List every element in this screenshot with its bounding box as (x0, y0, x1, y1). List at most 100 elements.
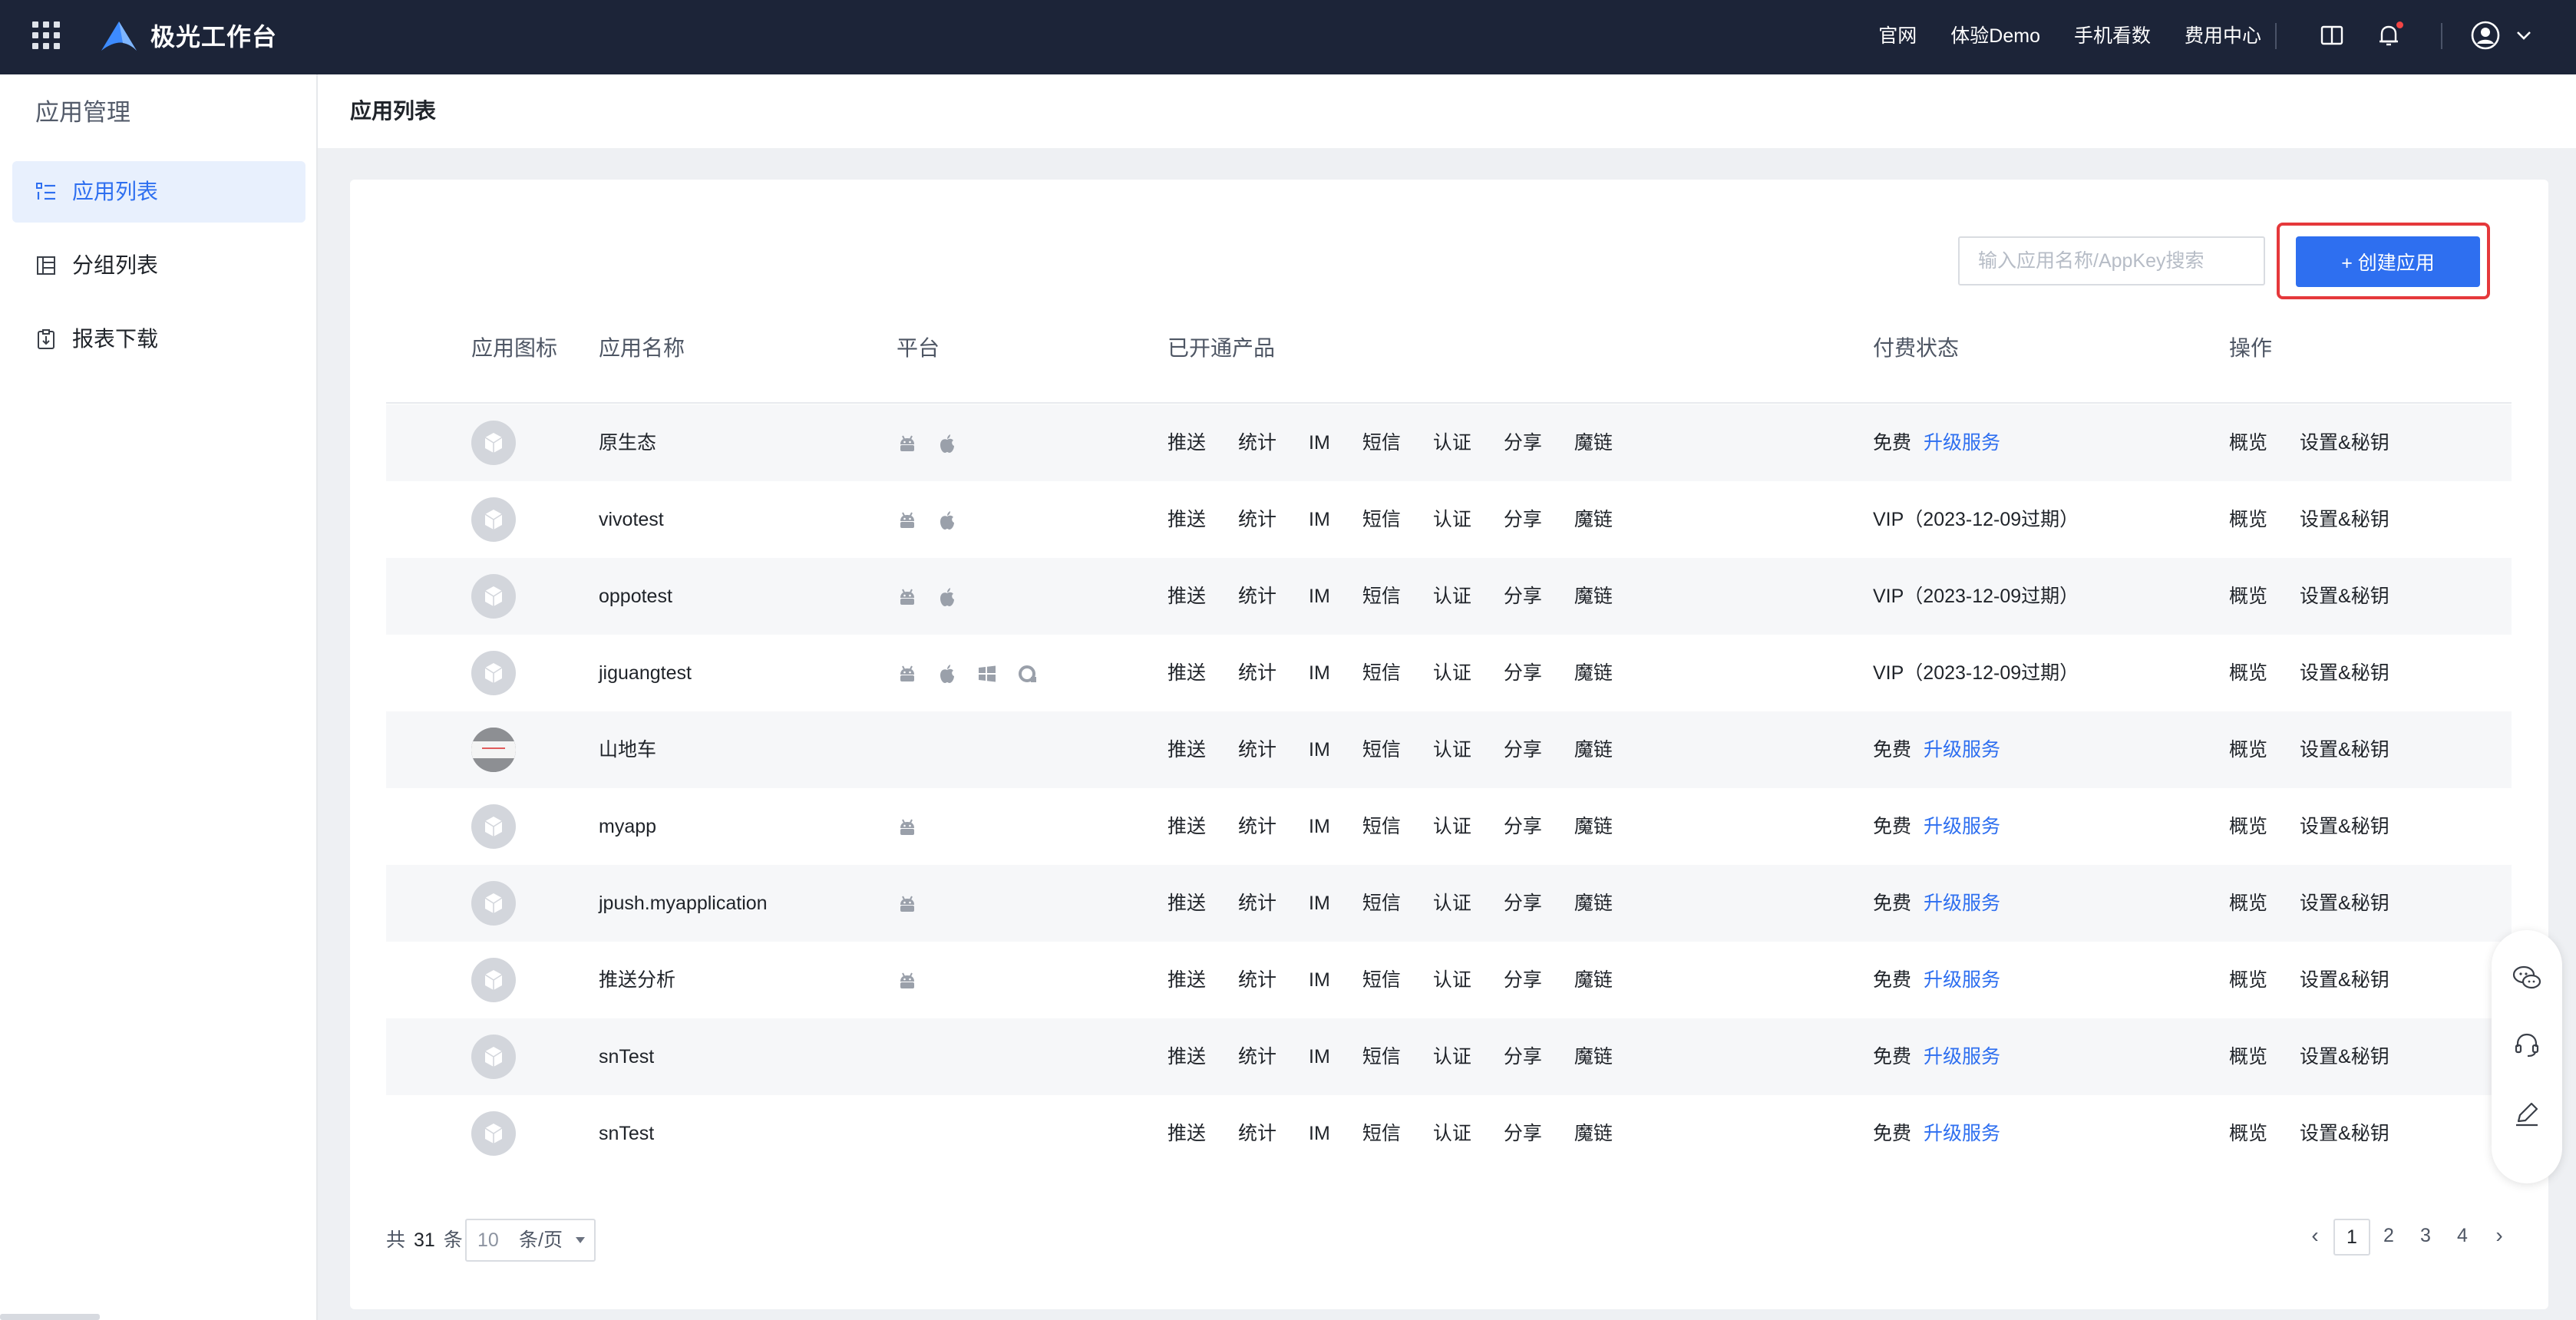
product-item: 魔链 (1574, 586, 1613, 607)
settings-secret-link[interactable]: 设置&秘钥 (2300, 432, 2389, 454)
overview-link[interactable]: 概览 (2229, 739, 2268, 761)
android-icon (900, 896, 914, 912)
book-icon[interactable] (2318, 21, 2346, 49)
overview-link[interactable]: 概览 (2229, 662, 2268, 684)
app-name[interactable]: 原生态 (599, 432, 657, 454)
create-app-button[interactable]: + 创建应用 (2296, 236, 2480, 287)
row-operations: 概览 设置&秘钥 (2229, 635, 2389, 711)
app-name[interactable]: snTest (599, 1123, 655, 1144)
settings-secret-link[interactable]: 设置&秘钥 (2300, 509, 2389, 530)
row-operations: 概览 设置&秘钥 (2229, 865, 2389, 942)
product-item: IM (1309, 1046, 1330, 1068)
app-name[interactable]: snTest (599, 1046, 655, 1068)
product-item: 分享 (1503, 509, 1542, 530)
android-icon (900, 972, 914, 988)
overview-link[interactable]: 概览 (2229, 1123, 2268, 1144)
pay-status-text: 免费 (1873, 1046, 1912, 1068)
sidebar: 应用管理 应用列表 分组列表 报表下载 (0, 74, 318, 1320)
product-list: 推送 统计 IM 短信 认证 分享 魔链 (1167, 1018, 1613, 1095)
nav-mobile-data[interactable]: 手机看数 (2073, 25, 2151, 47)
sidebar-item-label: 应用列表 (72, 180, 159, 203)
product-item: 推送 (1167, 586, 1207, 607)
app-icon (471, 958, 516, 1002)
top-bar: 极光工作台 官网 体验Demo 手机看数 费用中心 (0, 0, 2576, 74)
product-item: 统计 (1238, 1046, 1277, 1068)
nav-demo[interactable]: 体验Demo (1950, 25, 2040, 47)
chevron-down-icon[interactable] (2513, 21, 2535, 49)
app-name[interactable]: 山地车 (599, 739, 657, 761)
page-1[interactable]: 1 (2333, 1219, 2370, 1256)
overview-link[interactable]: 概览 (2229, 893, 2268, 914)
product-list: 推送 统计 IM 短信 认证 分享 魔链 (1167, 404, 1613, 481)
page-size-select[interactable]: 10 条/页 (465, 1219, 596, 1262)
settings-secret-link[interactable]: 设置&秘钥 (2300, 893, 2389, 914)
next-page-icon[interactable]: › (2495, 1223, 2503, 1247)
settings-secret-link[interactable]: 设置&秘钥 (2300, 662, 2389, 684)
pay-status-text: 免费 (1873, 432, 1912, 454)
product-item: 认证 (1432, 509, 1471, 530)
user-avatar-icon[interactable] (2470, 20, 2501, 51)
android-icon (900, 512, 914, 528)
bell-icon[interactable] (2375, 21, 2403, 49)
product-item: 魔链 (1574, 1046, 1613, 1068)
table-header: 应用图标 应用名称 平台 已开通产品 付费状态 操作 (386, 315, 2512, 404)
customer-service-icon[interactable] (2512, 1030, 2542, 1061)
prev-page-icon[interactable]: ‹ (2311, 1223, 2319, 1247)
app-name[interactable]: oppotest (599, 586, 672, 607)
settings-secret-link[interactable]: 设置&秘钥 (2300, 739, 2389, 761)
overview-link[interactable]: 概览 (2229, 1046, 2268, 1068)
product-list: 推送 统计 IM 短信 认证 分享 魔链 (1167, 481, 1613, 558)
overview-link[interactable]: 概览 (2229, 816, 2268, 837)
page-3[interactable]: 3 (2420, 1225, 2431, 1246)
overview-link[interactable]: 概览 (2229, 509, 2268, 530)
upgrade-service-link[interactable]: 升级服务 (1924, 816, 2001, 837)
upgrade-service-link[interactable]: 升级服务 (1924, 739, 2001, 761)
product-item: IM (1309, 432, 1330, 454)
report-download-icon (38, 329, 54, 349)
sidebar-item-app-list[interactable]: 应用列表 (12, 161, 305, 223)
product-item: 魔链 (1574, 816, 1613, 837)
row-operations: 概览 设置&秘钥 (2229, 558, 2389, 635)
product-item: 短信 (1362, 739, 1401, 761)
product-item: 推送 (1167, 816, 1207, 837)
app-name[interactable]: jpush.myapplication (599, 893, 768, 914)
upgrade-service-link[interactable]: 升级服务 (1924, 1046, 2001, 1068)
upgrade-service-link[interactable]: 升级服务 (1924, 893, 2001, 914)
settings-secret-link[interactable]: 设置&秘钥 (2300, 586, 2389, 607)
search-input[interactable] (1958, 236, 2265, 285)
settings-secret-link[interactable]: 设置&秘钥 (2300, 1046, 2389, 1068)
list-icon (36, 183, 55, 200)
product-item: 魔链 (1574, 739, 1613, 761)
pay-status: 免费 升级服务 (1873, 404, 2000, 481)
wechat-chat-icon[interactable] (2512, 962, 2542, 993)
page-4[interactable]: 4 (2457, 1225, 2468, 1246)
product-item: 魔链 (1574, 662, 1613, 684)
apps-grid-icon[interactable] (32, 21, 60, 49)
settings-secret-link[interactable]: 设置&秘钥 (2300, 969, 2389, 991)
overview-link[interactable]: 概览 (2229, 969, 2268, 991)
col-platform: 平台 (897, 336, 940, 360)
nav-billing[interactable]: 费用中心 (2184, 25, 2261, 47)
product-list: 推送 统计 IM 短信 认证 分享 魔链 (1167, 635, 1613, 711)
app-name[interactable]: myapp (599, 816, 657, 837)
page-2[interactable]: 2 (2383, 1225, 2394, 1246)
overview-link[interactable]: 概览 (2229, 586, 2268, 607)
pay-status: VIP（2023-12-09过期） (1873, 558, 2079, 635)
upgrade-service-link[interactable]: 升级服务 (1924, 432, 2001, 454)
pay-status-text: 免费 (1873, 893, 1912, 914)
product-item: 认证 (1432, 432, 1471, 454)
upgrade-service-link[interactable]: 升级服务 (1924, 969, 2001, 991)
app-name[interactable]: 推送分析 (599, 969, 676, 991)
sidebar-item-report-download[interactable]: 报表下载 (12, 309, 305, 370)
app-name[interactable]: jiguangtest (599, 662, 692, 684)
upgrade-service-link[interactable]: 升级服务 (1924, 1123, 2001, 1144)
settings-secret-link[interactable]: 设置&秘钥 (2300, 816, 2389, 837)
scrollbar[interactable] (0, 1314, 100, 1320)
overview-link[interactable]: 概览 (2229, 432, 2268, 454)
sidebar-item-group-list[interactable]: 分组列表 (12, 235, 305, 296)
app-name[interactable]: vivotest (599, 509, 664, 530)
table-row: jpush.myapplication 推送 统计 IM 短信 认证 分享 魔链 免费 升级服务 概… (386, 865, 2512, 942)
feedback-edit-icon[interactable] (2512, 1099, 2542, 1130)
nav-official-site[interactable]: 官网 (1878, 25, 1917, 47)
settings-secret-link[interactable]: 设置&秘钥 (2300, 1123, 2389, 1144)
